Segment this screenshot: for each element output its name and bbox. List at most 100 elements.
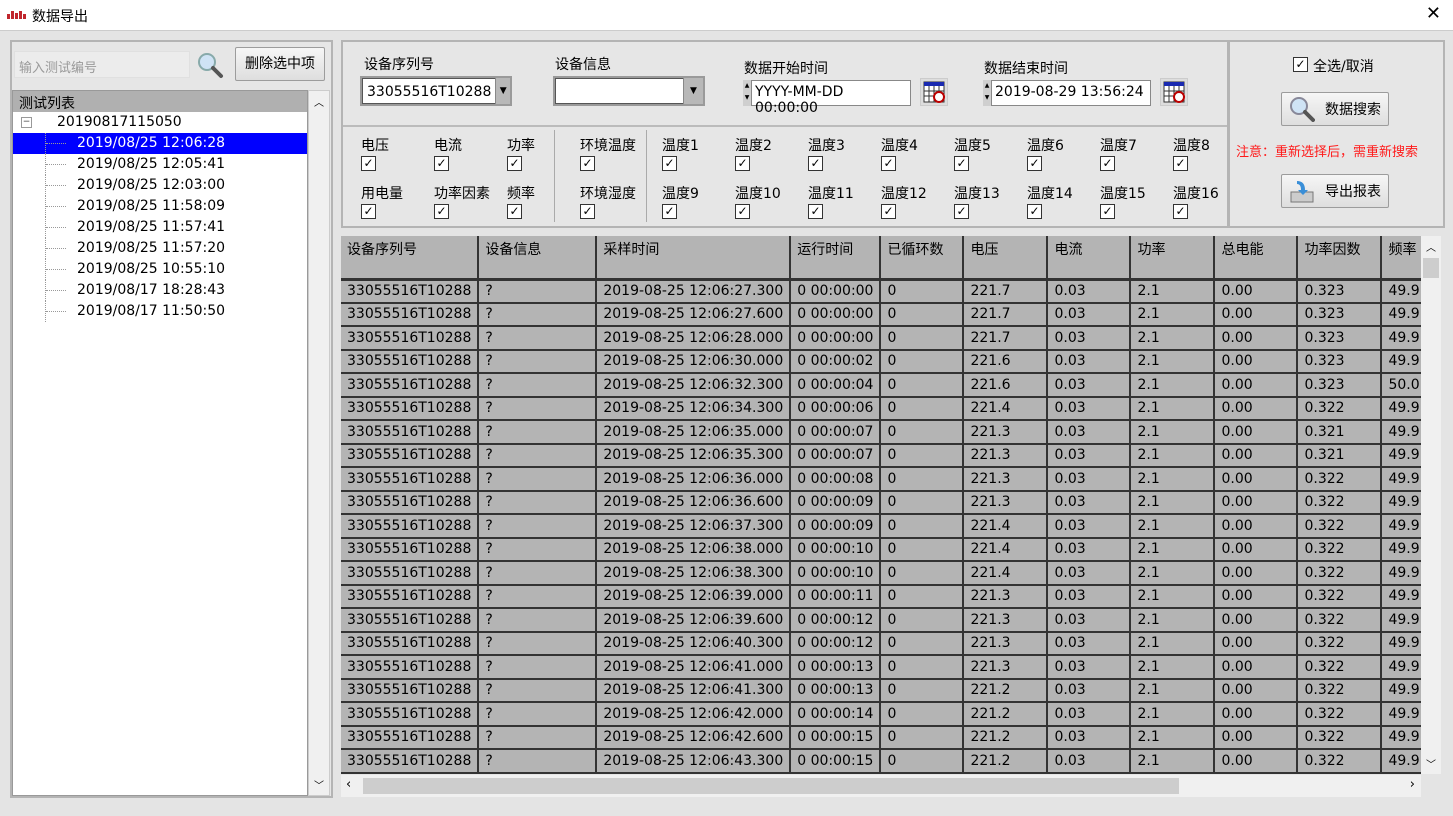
table-row[interactable]: 33055516T10288? 2019-08-25 12:06:43.300 0 … (341, 749, 1421, 774)
scroll-up-icon[interactable]: ︿ (314, 98, 324, 109)
start-time-value[interactable]: YYYY-MM-DD 00:00:00 (751, 80, 911, 116)
export-report-button[interactable]: 导出报表 (1281, 174, 1389, 208)
field-checkbox[interactable]: ✓ (808, 204, 823, 219)
table-row[interactable]: 33055516T10288? 2019-08-25 12:06:36.600 0 … (341, 490, 1421, 515)
field-checkbox[interactable]: ✓ (580, 156, 595, 171)
close-icon[interactable]: ✕ (1425, 3, 1441, 24)
collapse-icon[interactable]: − (21, 117, 32, 128)
search-icon[interactable] (196, 51, 224, 79)
tree-item[interactable]: 2019/08/25 10:55:10 (13, 259, 307, 280)
tree-item[interactable]: 2019/08/25 11:58:09 (13, 196, 307, 217)
table-row[interactable]: 33055516T10288? 2019-08-25 12:06:39.000 0 … (341, 584, 1421, 609)
table-horizontal-scrollbar[interactable]: ‹ › (341, 775, 1421, 797)
data-search-button[interactable]: 数据搜索 (1281, 92, 1389, 126)
column-header[interactable]: 电流 (1047, 236, 1132, 281)
field-checkbox[interactable]: ✓ (1027, 204, 1042, 219)
field-checkbox[interactable]: ✓ (1100, 156, 1115, 171)
field-checkbox[interactable]: ✓ (808, 156, 823, 171)
table-row[interactable]: 33055516T10288? 2019-08-25 12:06:42.000 0 … (341, 702, 1421, 727)
field-checkbox[interactable]: ✓ (881, 204, 896, 219)
table-cell: 0 (880, 467, 965, 492)
calendar-icon[interactable] (920, 78, 948, 106)
column-header[interactable]: 总电能 (1214, 236, 1299, 281)
delete-selected-button[interactable]: 删除选中项 (235, 47, 325, 81)
end-time-value[interactable]: 2019-08-29 13:56:24 (991, 80, 1151, 106)
field-checkbox[interactable]: ✓ (1100, 204, 1115, 219)
serial-combo[interactable]: 33055516T10288 ▼ (360, 76, 512, 106)
calendar-icon[interactable] (1160, 78, 1188, 106)
field-checkbox[interactable]: ✓ (662, 204, 677, 219)
scroll-up-icon[interactable]: ︿ (1426, 243, 1436, 254)
field-checkbox[interactable]: ✓ (1173, 204, 1188, 219)
column-header[interactable]: 频率 (1381, 236, 1421, 281)
table-vertical-scrollbar[interactable]: ︿ ﹀ (1421, 236, 1441, 774)
device-info-combo[interactable]: ▼ (553, 76, 705, 106)
test-id-search-input[interactable]: 输入测试编号 (14, 51, 190, 78)
table-row[interactable]: 33055516T10288? 2019-08-25 12:06:28.000 0 … (341, 326, 1421, 351)
table-row[interactable]: 33055516T10288? 2019-08-25 12:06:37.300 0 … (341, 514, 1421, 539)
table-cell: 49.9 (1381, 702, 1421, 727)
scroll-left-icon[interactable]: ‹ (346, 777, 352, 792)
dropdown-arrow-icon[interactable]: ▼ (495, 78, 510, 104)
field-checkbox[interactable]: ✓ (1027, 156, 1042, 171)
column-header[interactable]: 电压 (963, 236, 1049, 281)
scroll-thumb[interactable] (363, 778, 1179, 794)
start-time-field[interactable]: ▲ ▼ YYYY-MM-DD 00:00:00 (743, 80, 911, 116)
field-checkbox[interactable]: ✓ (954, 156, 969, 171)
table-row[interactable]: 33055516T10288? 2019-08-25 12:06:40.300 0 … (341, 631, 1421, 656)
table-row[interactable]: 33055516T10288? 2019-08-25 12:06:35.000 0 … (341, 420, 1421, 445)
field-checkbox[interactable]: ✓ (361, 156, 376, 171)
scroll-thumb[interactable] (1423, 258, 1439, 278)
scroll-down-icon[interactable]: ﹀ (314, 781, 324, 792)
table-row[interactable]: 33055516T10288? 2019-08-25 12:06:36.000 0 … (341, 467, 1421, 492)
table-row[interactable]: 33055516T10288? 2019-08-25 12:06:35.300 0 … (341, 443, 1421, 468)
scroll-down-icon[interactable]: ﹀ (1426, 760, 1436, 771)
tree-item[interactable]: 2019/08/25 12:05:41 (13, 154, 307, 175)
field-checkbox[interactable]: ✓ (1173, 156, 1188, 171)
table-cell: 0.00 (1214, 678, 1299, 703)
field-checkbox[interactable]: ✓ (881, 156, 896, 171)
table-row[interactable]: 33055516T10288? 2019-08-25 12:06:38.000 0 … (341, 537, 1421, 562)
tree-scrollbar[interactable]: ︿ ﹀ (308, 90, 330, 796)
table-row[interactable]: 33055516T10288? 2019-08-25 12:06:27.300 0 … (341, 279, 1421, 304)
field-checkbox[interactable]: ✓ (954, 204, 969, 219)
table-row[interactable]: 33055516T10288? 2019-08-25 12:06:41.300 0 … (341, 678, 1421, 703)
column-header[interactable]: 运行时间 (790, 236, 882, 281)
table-row[interactable]: 33055516T10288? 2019-08-25 12:06:39.600 0 … (341, 608, 1421, 633)
select-all-checkbox[interactable]: ✓ (1293, 57, 1308, 72)
scroll-right-icon[interactable]: › (1409, 777, 1415, 792)
field-checkbox[interactable]: ✓ (361, 204, 376, 219)
tree-item[interactable]: 2019/08/25 11:57:41 (13, 217, 307, 238)
field-checkbox[interactable]: ✓ (507, 156, 522, 171)
table-row[interactable]: 33055516T10288? 2019-08-25 12:06:41.000 0 … (341, 655, 1421, 680)
column-header[interactable]: 功率 (1130, 236, 1216, 281)
field-checkbox[interactable]: ✓ (507, 204, 522, 219)
tree-item[interactable]: 2019/08/17 11:50:50 (13, 301, 307, 322)
column-header[interactable]: 设备信息 (478, 236, 598, 281)
field-checkbox[interactable]: ✓ (735, 156, 750, 171)
tree-item[interactable]: 2019/08/25 12:03:00 (13, 175, 307, 196)
tree-item[interactable]: 2019/08/25 11:57:20 (13, 238, 307, 259)
column-header[interactable]: 采样时间 (596, 236, 792, 281)
column-header[interactable]: 功率因数 (1297, 236, 1383, 281)
table-row[interactable]: 33055516T10288? 2019-08-25 12:06:32.300 0 … (341, 373, 1421, 398)
field-checkbox[interactable]: ✓ (662, 156, 677, 171)
tree-root-node[interactable]: − 20190817115050 (13, 112, 307, 133)
column-header[interactable]: 已循环数 (880, 236, 965, 281)
table-row[interactable]: 33055516T10288? 2019-08-25 12:06:34.300 0 … (341, 396, 1421, 421)
table-row[interactable]: 33055516T10288? 2019-08-25 12:06:38.300 0 … (341, 561, 1421, 586)
tree-item[interactable]: 2019/08/25 12:06:28 (13, 133, 307, 154)
spinner-icon[interactable]: ▲ ▼ (743, 80, 751, 106)
field-checkbox[interactable]: ✓ (735, 204, 750, 219)
field-checkbox[interactable]: ✓ (434, 156, 449, 171)
tree-item[interactable]: 2019/08/17 18:28:43 (13, 280, 307, 301)
field-checkbox[interactable]: ✓ (434, 204, 449, 219)
end-time-field[interactable]: ▲ ▼ 2019-08-29 13:56:24 (983, 80, 1151, 106)
field-checkbox[interactable]: ✓ (580, 204, 595, 219)
table-row[interactable]: 33055516T10288? 2019-08-25 12:06:27.600 0 … (341, 302, 1421, 327)
table-row[interactable]: 33055516T10288? 2019-08-25 12:06:42.600 0 … (341, 725, 1421, 750)
dropdown-arrow-icon[interactable]: ▼ (683, 78, 703, 104)
column-header[interactable]: 设备序列号 (341, 236, 480, 281)
table-row[interactable]: 33055516T10288? 2019-08-25 12:06:30.000 0 … (341, 349, 1421, 374)
spinner-icon[interactable]: ▲ ▼ (983, 80, 991, 106)
